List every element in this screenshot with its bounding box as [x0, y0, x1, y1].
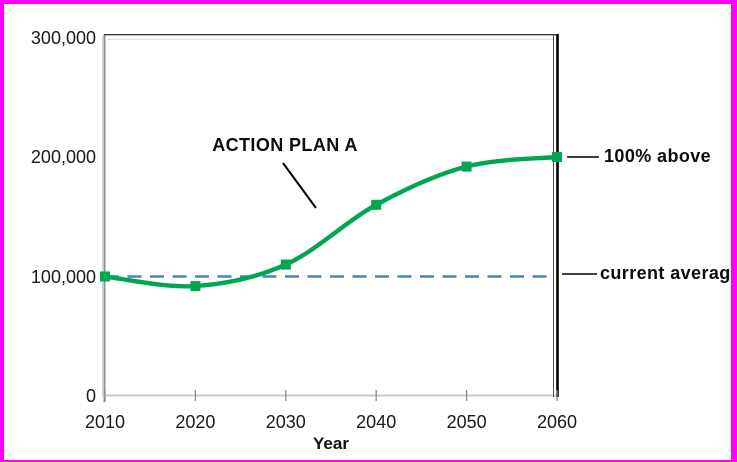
x-tick-label: 2020 — [175, 412, 216, 432]
x-axis-title: Year — [313, 434, 349, 453]
series-marker — [100, 271, 110, 282]
series-line-action-plan-a — [102, 154, 560, 289]
annotation-current-average: current average — [600, 263, 737, 283]
annotation-100-percent-above: 100% above — [604, 146, 712, 166]
series-marker — [552, 152, 562, 162]
series-marker — [371, 199, 382, 210]
annotation-pointer-line — [282, 162, 317, 209]
x-tick-label: 2050 — [446, 412, 487, 432]
y-tick-label: 0 — [85, 386, 96, 406]
y-tick-label: 100,000 — [30, 266, 96, 287]
series-marker — [461, 161, 472, 172]
series-marker — [280, 259, 291, 270]
series-marker — [190, 281, 201, 292]
annotation-action-plan-a: ACTION PLAN A — [212, 135, 358, 155]
x-tick-label: 2030 — [265, 412, 306, 432]
x-tick-label: 2010 — [84, 412, 126, 432]
y-tick-label: 200,000 — [30, 147, 96, 167]
x-tick-label: 2040 — [356, 412, 397, 432]
x-tick-label: 2060 — [536, 412, 578, 432]
y-tick-label: 300,000 — [30, 27, 96, 48]
